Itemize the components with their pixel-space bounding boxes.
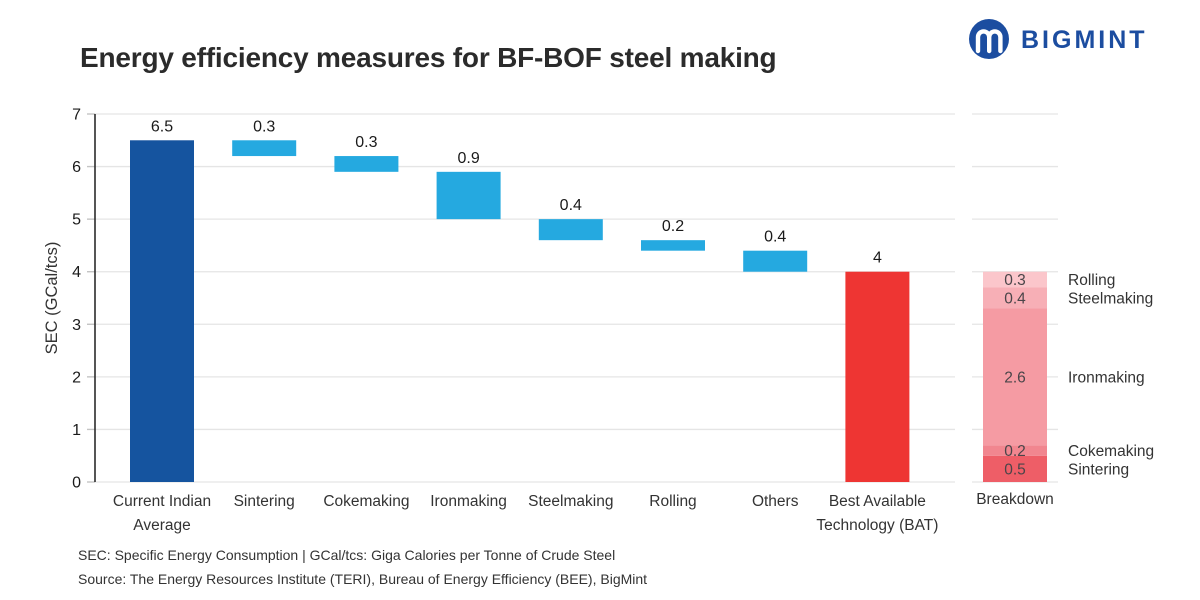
y-axis-title: SEC (GCal/tcs) [43, 242, 61, 355]
bar-ironmaking [436, 171, 501, 220]
value-label-others: 0.4 [764, 229, 786, 246]
x-axis-label-others: Others [752, 493, 799, 510]
breakdown-segment-sintering [983, 455, 1047, 482]
x-axis-label-rolling: Rolling [649, 493, 696, 510]
x-axis-label-ironmaking: Ironmaking [430, 493, 507, 510]
value-label-rolling: 0.2 [662, 218, 684, 235]
breakdown-legend-rolling: Rolling [1068, 272, 1115, 289]
breakdown-value-cokemaking: 0.2 [1004, 443, 1026, 460]
bar-rolling [641, 240, 705, 251]
x-axis-label-steelmaking: Steelmaking [528, 493, 613, 510]
x-axis-label-breakdown: Breakdown [976, 491, 1054, 508]
bar-steelmaking [538, 219, 603, 241]
breakdown-value-sintering: 0.5 [1004, 461, 1026, 478]
bar-best-available-technology-bat [845, 271, 910, 482]
y-tick-label-4: 4 [72, 264, 81, 281]
breakdown-segment-rolling [983, 271, 1047, 288]
x-axis-label-current-indian-average: Current Indian [113, 493, 211, 510]
breakdown-segment-ironmaking [983, 308, 1047, 446]
page-title: Energy efficiency measures for BF-BOF st… [80, 42, 777, 73]
y-tick-label-0: 0 [72, 475, 81, 492]
y-tick-label-6: 6 [72, 159, 81, 176]
footnote-source: Source: The Energy Resources Institute (… [78, 571, 648, 587]
value-label-cokemaking: 0.3 [355, 134, 377, 151]
y-tick-label-1: 1 [72, 422, 81, 439]
x-axis-label-current-indian-average: Average [133, 517, 190, 534]
breakdown-segment-cokemaking [983, 445, 1047, 456]
x-axis-label-best-available-technology-bat: Technology (BAT) [816, 517, 938, 534]
value-label-ironmaking: 0.9 [457, 150, 479, 167]
breakdown-legend-sintering: Sintering [1068, 461, 1129, 478]
y-tick-label-5: 5 [72, 212, 81, 229]
bar-sintering [232, 140, 297, 157]
x-axis-label-best-available-technology-bat: Best Available [829, 493, 926, 510]
footnote-abbreviations: SEC: Specific Energy Consumption | GCal/… [78, 547, 616, 563]
y-tick-label-3: 3 [72, 317, 81, 334]
bar-others [743, 250, 808, 272]
value-label-current-indian-average: 6.5 [151, 118, 173, 135]
value-label-sintering: 0.3 [253, 118, 275, 135]
waterfall-chart: 0 1 2 3 4 5 6 7 6.5 Current Indian Average 0.3 Sint… [43, 107, 1154, 535]
y-tick-label-2: 2 [72, 369, 81, 386]
bigmint-logo-icon [969, 19, 1009, 59]
breakdown-value-rolling: 0.3 [1004, 272, 1026, 289]
bar-current-indian-average [130, 140, 194, 483]
breakdown-legend-ironmaking: Ironmaking [1068, 369, 1145, 386]
bigmint-logo: BIGMINT [966, 17, 1148, 63]
breakdown-legend-steelmaking: Steelmaking [1068, 291, 1153, 308]
brand-name: BIGMINT [1021, 25, 1148, 54]
breakdown-value-steelmaking: 0.4 [1004, 291, 1026, 308]
breakdown-legend-cokemaking: Cokemaking [1068, 443, 1154, 460]
value-label-steelmaking: 0.4 [560, 197, 582, 214]
y-tick-label-7: 7 [72, 107, 81, 124]
value-label-best-available-technology-bat: 4 [873, 250, 882, 267]
bar-cokemaking [334, 156, 399, 172]
breakdown-segment-steelmaking [983, 287, 1047, 309]
x-axis-label-sintering: Sintering [234, 493, 295, 510]
x-axis-label-cokemaking: Cokemaking [323, 493, 409, 510]
breakdown-value-ironmaking: 2.6 [1004, 369, 1026, 386]
